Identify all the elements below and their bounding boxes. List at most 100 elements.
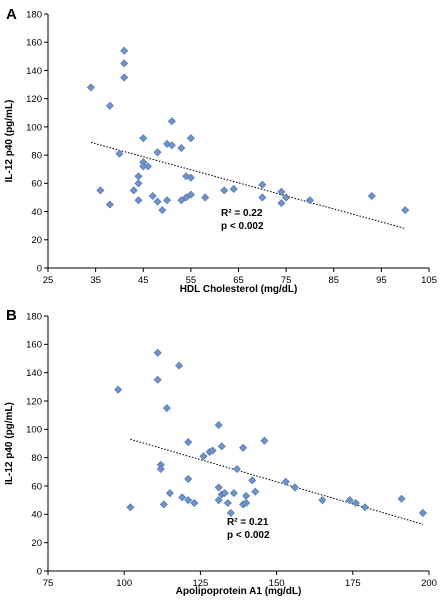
data-point — [177, 144, 186, 153]
data-point — [248, 476, 257, 485]
y-tick-label: 20 — [31, 538, 42, 549]
data-point — [86, 83, 95, 92]
y-tick-label: 60 — [31, 179, 42, 190]
data-point — [114, 385, 123, 394]
y-tick-label: 100 — [26, 425, 42, 436]
data-point — [162, 404, 171, 413]
data-point — [105, 200, 114, 209]
x-tick-label: 35 — [90, 275, 101, 286]
data-point — [281, 477, 290, 486]
y-tick-label: 60 — [31, 481, 42, 492]
x-tick-label: 75 — [281, 275, 292, 286]
data-point — [134, 172, 143, 181]
data-point — [220, 186, 229, 195]
data-point — [163, 196, 172, 205]
data-point — [156, 464, 165, 474]
data-point — [163, 139, 172, 148]
y-tick-label: 40 — [31, 207, 42, 218]
data-point — [178, 493, 187, 502]
data-point — [239, 443, 248, 452]
data-point — [223, 498, 232, 508]
data-point — [318, 496, 327, 505]
y-tick-label: 140 — [26, 66, 42, 77]
data-point — [258, 193, 267, 202]
x-axis-title: HDL Cholesterol (mg/dL) — [180, 284, 298, 295]
y-tick-label: 0 — [37, 263, 42, 274]
y-tick-label: 80 — [31, 453, 42, 464]
data-point — [167, 117, 176, 126]
data-point — [418, 508, 427, 517]
y-tick-label: 0 — [37, 566, 42, 577]
p-value-label: p < 0.002 — [227, 530, 270, 541]
panel-b-scatter: B 0 20 40 60 80 100 120 140 160 180 75 100 125 150 175 2… — [4, 307, 437, 597]
panel-label: A — [6, 6, 17, 23]
data-point — [153, 148, 162, 157]
y-tick-label: 20 — [31, 235, 42, 246]
x-tick-label: 65 — [233, 275, 244, 286]
data-point — [139, 134, 148, 143]
y-tick-label: 120 — [26, 94, 42, 105]
data-point — [186, 190, 195, 199]
data-point — [226, 508, 235, 517]
data-point — [184, 496, 193, 505]
data-point — [165, 489, 174, 498]
data-point — [153, 197, 162, 206]
x-tick-label: 45 — [138, 275, 149, 286]
x-tick-label: 100 — [116, 578, 132, 589]
x-tick-label: 55 — [186, 275, 197, 286]
data-point — [232, 464, 242, 474]
x-tick-label: 25 — [43, 275, 54, 286]
data-point — [184, 438, 193, 447]
y-tick-label: 140 — [26, 368, 42, 379]
data-point — [134, 179, 143, 188]
data-point — [290, 483, 299, 492]
data-point — [120, 46, 129, 55]
r-squared-label: R² = 0.22 — [221, 208, 263, 219]
y-tick-label: 120 — [26, 396, 42, 407]
data-point — [190, 498, 199, 508]
trendline — [130, 438, 424, 525]
y-tick-label: 100 — [26, 122, 42, 133]
x-tick-label: 75 — [43, 578, 54, 589]
data-point — [220, 489, 229, 498]
x-tick-label: 150 — [269, 578, 285, 589]
data-point — [217, 442, 226, 451]
x-tick-label: 125 — [192, 578, 208, 589]
data-point — [129, 186, 138, 195]
x-axis-title: Apolipoprotein A1 (mg/dL) — [176, 586, 302, 597]
data-point — [229, 489, 238, 498]
data-point — [120, 73, 129, 82]
y-tick-label: 40 — [31, 510, 42, 521]
y-tick-label: 160 — [26, 38, 42, 49]
data-point — [126, 503, 135, 512]
x-tick-label: 175 — [345, 578, 361, 589]
y-tick-label: 160 — [26, 340, 42, 351]
data-point — [105, 101, 114, 110]
data-point — [153, 348, 162, 357]
data-point — [153, 375, 162, 384]
r-squared-label: R² = 0.21 — [227, 517, 269, 528]
y-tick-label: 180 — [26, 9, 42, 20]
data-point — [158, 206, 167, 215]
data-point — [120, 59, 129, 68]
data-point — [143, 162, 153, 171]
data-point — [159, 500, 168, 509]
data-point — [258, 180, 267, 189]
data-point — [229, 184, 238, 194]
data-point — [397, 494, 406, 503]
y-tick-label: 180 — [26, 311, 42, 322]
data-point — [251, 487, 260, 496]
data-point — [214, 496, 223, 505]
data-point — [148, 192, 157, 201]
data-point — [199, 452, 208, 461]
data-point — [186, 134, 195, 143]
data-point — [214, 483, 223, 492]
data-point — [277, 199, 286, 208]
y-tick-label: 80 — [31, 151, 42, 162]
data-point — [305, 196, 314, 205]
data-point — [186, 173, 195, 182]
p-value-label: p < 0.002 — [221, 221, 264, 232]
data-point — [345, 496, 354, 505]
data-point — [167, 141, 176, 150]
